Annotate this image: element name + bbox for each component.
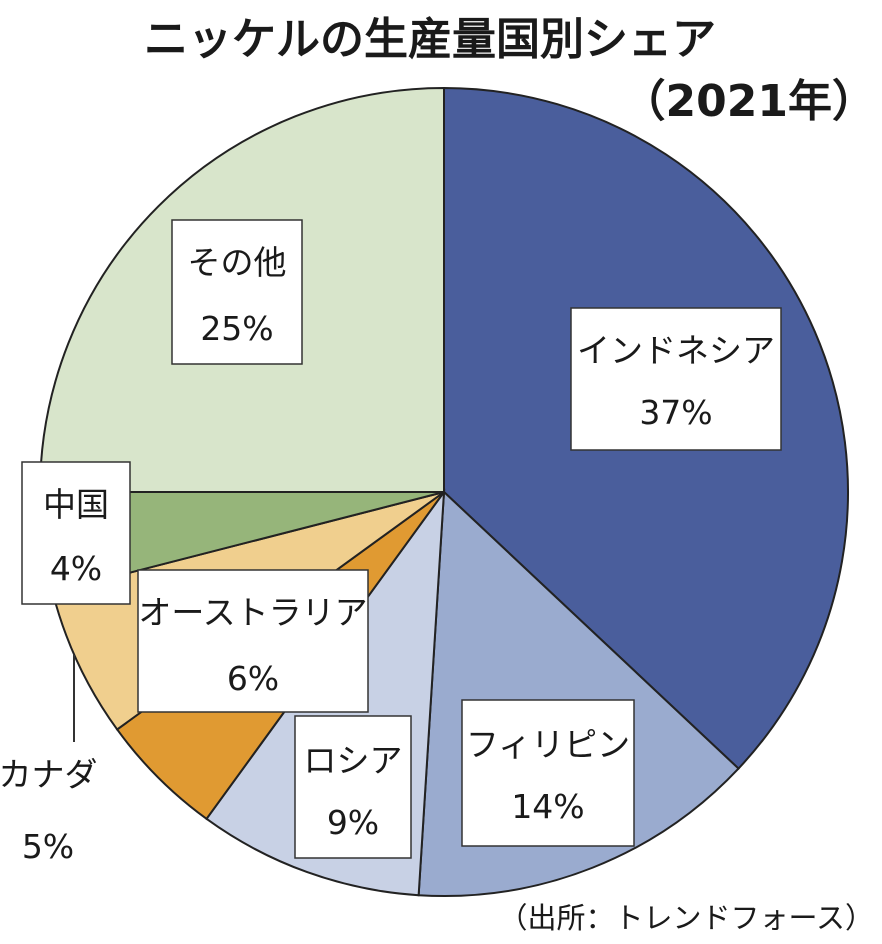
slice-value-canada: 5% bbox=[22, 827, 74, 866]
label-box-russia bbox=[294, 715, 412, 859]
slice-value-australia: 6% bbox=[227, 659, 279, 698]
label-group-indonesia: インドネシア 37% bbox=[570, 307, 782, 451]
label-group-russia: ロシア 9% bbox=[294, 715, 412, 859]
label-box-other bbox=[171, 219, 303, 365]
slice-label-russia: ロシア bbox=[304, 741, 403, 780]
slice-label-canada: カナダ bbox=[0, 755, 98, 794]
label-group-canada: カナダ 5% bbox=[0, 655, 98, 866]
source-note: （出所：トレンドフォース） bbox=[498, 901, 874, 935]
label-box-philippines bbox=[461, 699, 635, 847]
slice-label-australia: オーストラリア bbox=[138, 593, 367, 632]
slice-label-philippines: フィリピン bbox=[466, 725, 630, 764]
label-box-australia bbox=[137, 569, 369, 713]
pie-slices bbox=[38, 86, 849, 897]
label-group-australia: オーストラリア 6% bbox=[137, 569, 369, 713]
label-box-china bbox=[21, 461, 131, 605]
slice-label-china: 中国 bbox=[43, 485, 109, 524]
label-group-china: 中国 4% bbox=[21, 461, 131, 605]
label-group-other: その他 25% bbox=[171, 219, 303, 365]
slice-label-other: その他 bbox=[188, 243, 287, 282]
slice-value-other: 25% bbox=[200, 309, 273, 348]
chart-title: ニッケルの生産量国別シェア bbox=[144, 14, 716, 65]
label-box-indonesia bbox=[570, 307, 782, 451]
slice-value-indonesia: 37% bbox=[639, 393, 712, 432]
slice-label-indonesia: インドネシア bbox=[577, 331, 775, 370]
chart-subtitle: （2021年） bbox=[622, 76, 876, 127]
slice-value-russia: 9% bbox=[327, 803, 379, 842]
label-group-philippines: フィリピン 14% bbox=[461, 699, 635, 847]
slice-value-china: 4% bbox=[50, 549, 102, 588]
slice-value-philippines: 14% bbox=[511, 787, 584, 826]
